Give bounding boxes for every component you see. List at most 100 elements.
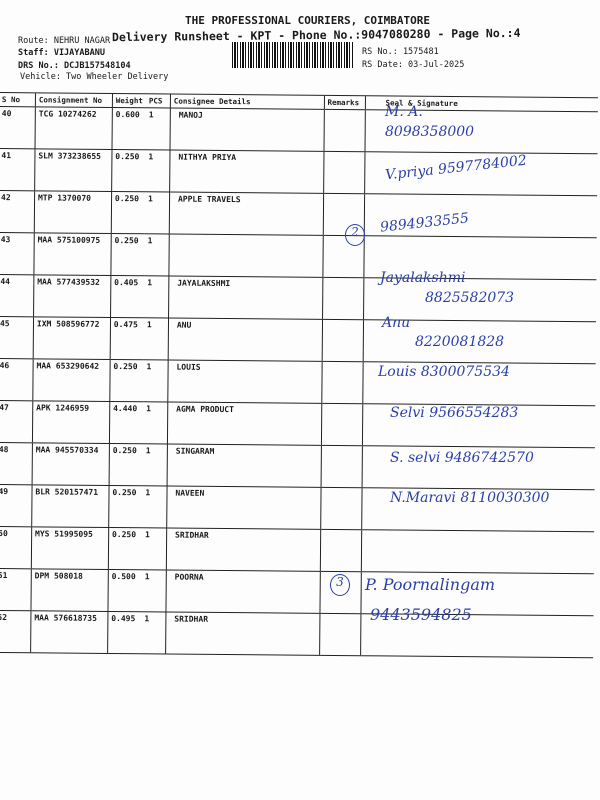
pieces: 1: [141, 569, 167, 612]
vehicle: Vehicle: Two Wheeler Delivery: [20, 72, 169, 82]
company-title: THE PROFESSIONAL COURIERS, COIMBATORE: [185, 14, 431, 27]
col-pcs: PCS: [145, 93, 171, 109]
consignee-name: SINGARAM: [166, 443, 322, 488]
weight: 0.475: [110, 317, 144, 360]
serial-number: 45: [0, 316, 34, 359]
table-row: 43 MAA 575100975 0.250 1: [0, 232, 597, 280]
serial-number: 48: [0, 442, 33, 485]
table-row: 50 MYS 51995095 0.250 1 SRIDHAR: [0, 526, 595, 574]
consignment-number: APK 1246959: [32, 400, 110, 444]
handwritten-phone: 8825582073: [425, 290, 515, 306]
weight: 4.440: [109, 401, 144, 444]
serial-number: 46: [0, 358, 34, 401]
consignee-name: MANOJ: [169, 108, 324, 152]
consignee-name: APPLE TRAVELS: [169, 192, 324, 236]
pieces: 1: [142, 401, 168, 444]
weight: 0.500: [107, 569, 142, 612]
handwritten-phone: 8220081828: [415, 334, 505, 350]
staff: Staff: VIJAYABANU: [18, 48, 105, 58]
serial-number: 47: [0, 400, 33, 443]
consignment-number: MAA 576618735: [30, 610, 108, 654]
remarks-cell: [321, 319, 364, 362]
consignment-number: IXM 508596772: [33, 316, 111, 360]
table-row: 51 DPM 508018 0.500 1 POORNA: [0, 568, 594, 616]
consignee-name: [168, 233, 323, 278]
weight: 0.250: [111, 191, 146, 234]
col-sno: S No: [0, 92, 36, 107]
remarks-cell: [320, 445, 362, 488]
signature: M. A.: [385, 104, 423, 120]
serial-number: 40: [0, 106, 36, 149]
serial-number: 51: [0, 568, 32, 611]
weight: 0.250: [108, 443, 143, 486]
handwritten-phone: 8098358000: [385, 124, 475, 140]
weight: 0.405: [110, 275, 145, 318]
signature-cell: [360, 529, 595, 574]
serial-number: 52: [0, 610, 31, 653]
consignment-number: MAA 577439532: [33, 274, 111, 318]
signature: Selvi 9566554283: [390, 405, 519, 421]
rs-no: RS No.: 1575481: [362, 47, 439, 57]
rs-date: RS Date: 03-Jul-2025: [362, 60, 465, 70]
circled-number: 3: [330, 574, 350, 596]
consignee-name: NAVEEN: [166, 485, 321, 530]
consignment-number: SLM 373238655: [34, 148, 112, 192]
consignee-name: ANU: [168, 317, 323, 362]
route: Route: NEHRU NAGAR: [18, 36, 111, 46]
remarks-cell: [320, 487, 362, 530]
weight: 0.495: [107, 611, 142, 654]
consignee-name: SRIDHAR: [165, 611, 320, 656]
consignee-name: POORNA: [165, 569, 320, 614]
consignment-number: MAA 653290642: [32, 358, 111, 402]
pieces: 1: [141, 611, 166, 654]
consignee-name: AGMA PRODUCT: [167, 401, 322, 446]
serial-number: 41: [0, 148, 35, 191]
consignment-number: MAA 575100975: [33, 232, 112, 276]
remarks-cell: [323, 109, 365, 152]
table-row: 45 IXM 508596772 0.475 1 ANU: [0, 316, 597, 364]
col-consignee: Consignee Details: [170, 94, 325, 110]
pieces: 1: [143, 317, 169, 360]
table-row: 42 MTP 1370070 0.250 1 APPLE TRAVELS: [0, 190, 598, 238]
consignment-number: MAA 945570334: [31, 442, 110, 486]
handwritten-phone: 9443594825: [370, 605, 472, 624]
signature: Louis 8300075534: [378, 364, 510, 380]
pieces: 1: [142, 485, 167, 528]
pieces: 1: [145, 149, 170, 193]
table-row: 40 TCG 10274262 0.600 1 MANOJ: [0, 106, 598, 154]
circled-number: 2: [345, 224, 365, 246]
consignment-number: MTP 1370070: [34, 190, 112, 234]
pieces: 1: [143, 275, 169, 318]
weight: 0.600: [111, 107, 146, 150]
weight: 0.250: [110, 233, 145, 276]
serial-number: 50: [0, 526, 32, 569]
signature: S. selvi 9486742570: [390, 450, 534, 466]
weight: 0.250: [108, 485, 143, 528]
col-remarks: Remarks: [323, 95, 366, 110]
signature: Anu: [382, 315, 411, 331]
remarks-cell: [322, 277, 364, 320]
weight: 0.250: [108, 527, 143, 570]
pieces: 1: [143, 359, 169, 402]
serial-number: 42: [0, 190, 35, 233]
remarks-cell: [323, 151, 365, 194]
serial-number: 43: [0, 232, 35, 275]
col-consignment: Consignment No: [35, 92, 113, 108]
pieces: 1: [144, 191, 170, 234]
serial-number: 44: [0, 274, 34, 317]
consignee-name: LOUIS: [167, 359, 322, 404]
consignee-name: SRIDHAR: [166, 527, 321, 572]
remarks-cell: [319, 529, 362, 572]
consignment-number: DPM 508018: [30, 568, 109, 612]
consignee-name: JAYALAKSHMI: [168, 275, 323, 320]
weight: 0.250: [111, 149, 146, 192]
col-weight: Weight: [112, 93, 146, 108]
remarks-cell: [321, 361, 363, 404]
consignment-number: MYS 51995095: [31, 526, 109, 570]
consignment-number: BLR 520157471: [31, 484, 109, 528]
pieces: 1: [142, 443, 168, 486]
barcode: [232, 42, 354, 68]
drs-no: DRS No.: DCJB157548104: [18, 61, 131, 71]
signature: N.Maravi 8110030300: [390, 490, 550, 506]
